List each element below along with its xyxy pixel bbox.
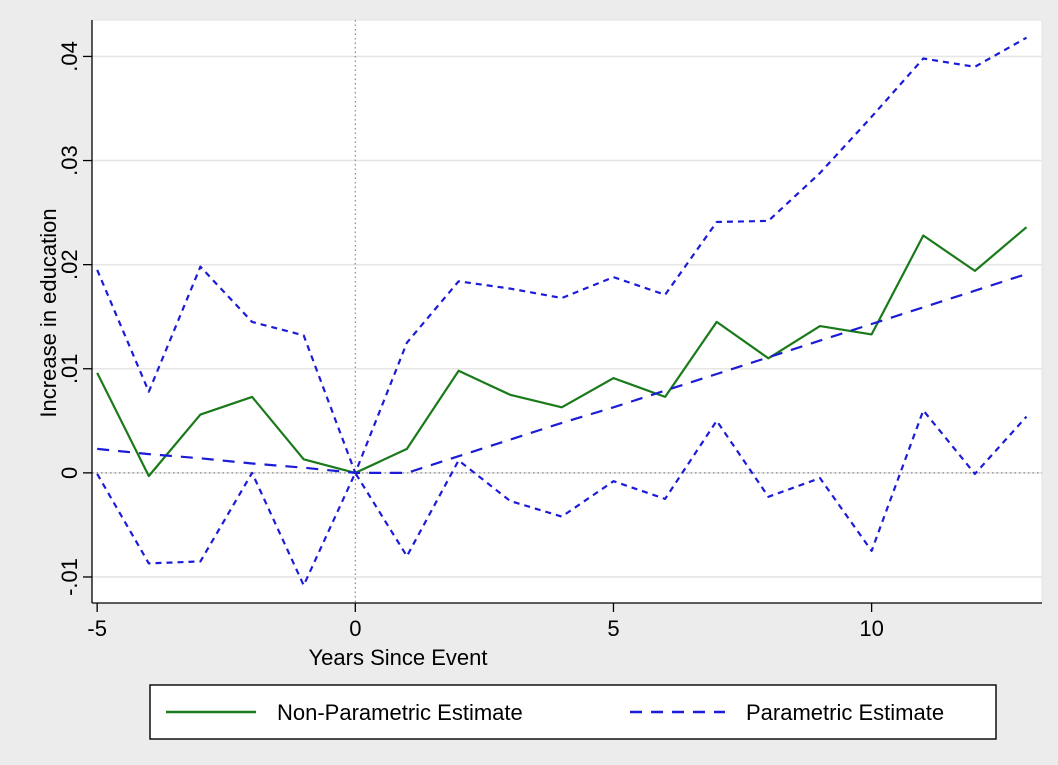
x-tick-label: 5 [607,616,619,641]
y-tick-label: .02 [57,249,82,280]
x-axis: -5 0 5 10 [87,602,1042,641]
y-tick-label: .03 [57,145,82,176]
y-tick-label: -.01 [57,558,82,596]
legend: Non-Parametric Estimate Parametric Estim… [149,684,997,740]
y-tick-label: .01 [57,353,82,384]
legend-box [149,684,997,740]
series-parametric-line [97,272,1027,474]
series-group [96,36,1028,587]
y-axis-title: Increase in education [36,208,61,417]
x-axis-title: Years Since Event [309,645,488,670]
series-non-parametric-line [96,226,1028,478]
y-tick-label: .04 [57,41,82,72]
x-tick-label: 10 [859,616,883,641]
reference-lines [92,20,1042,603]
legend-label-parametric: Parametric Estimate [746,700,944,725]
y-axis: -.01 0 .01 .02 .03 .04 [57,20,93,603]
series-upper-bound-line [96,36,1028,474]
plot-area [91,19,1043,604]
x-tick-label: -5 [87,616,107,641]
y-tick-label: 0 [57,467,82,479]
legend-label-non-parametric: Non-Parametric Estimate [277,700,523,725]
x-tick-label: 0 [349,616,361,641]
series-lower-bound-line [96,409,1028,587]
